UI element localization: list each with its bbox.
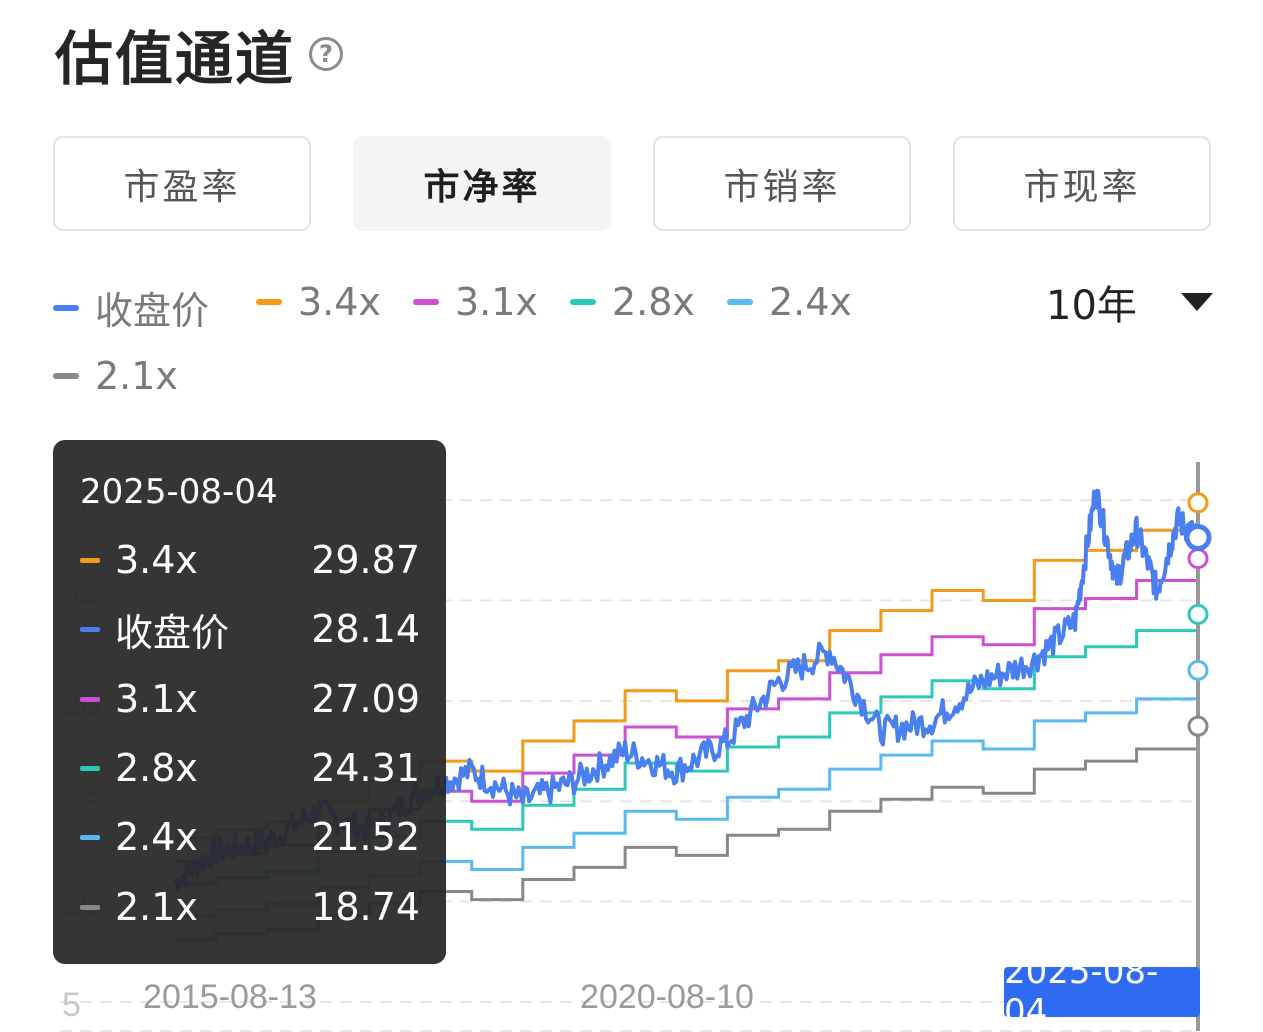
tab-pe[interactable]: 市盈率 xyxy=(53,136,311,231)
tooltip-swatch xyxy=(80,765,100,771)
tooltip-swatch xyxy=(80,696,100,702)
selected-date-badge: 2025-08-04 xyxy=(1004,952,1200,1032)
tooltip-series-value: 27.09 xyxy=(311,677,420,721)
legend-item-2-4x[interactable]: 2.4x xyxy=(727,280,852,324)
legend-item-3-1x[interactable]: 3.1x xyxy=(413,280,538,324)
tooltip-swatch xyxy=(80,904,100,910)
tab-pcf[interactable]: 市现率 xyxy=(953,136,1211,231)
legend-swatch xyxy=(570,299,596,305)
period-label: 10年 xyxy=(1046,283,1137,329)
tooltip-series-value: 29.87 xyxy=(311,538,420,582)
legend-swatch xyxy=(53,304,79,311)
tooltip-row: 收盘价 28.14 xyxy=(80,604,420,655)
end-marker xyxy=(1187,603,1209,625)
tooltip-date: 2025-08-04 xyxy=(80,472,278,512)
valuation-tabs: 市盈率 市净率 市销率 市现率 xyxy=(53,136,1212,231)
legend-item-2-8x[interactable]: 2.8x xyxy=(570,280,695,324)
chart-tooltip: 2025-08-04 3.4x 29.87 收盘价 28.14 3.1x 27.… xyxy=(53,440,446,964)
tooltip-row: 2.8x 24.31 xyxy=(80,743,420,793)
tooltip-row: 2.1x 18.74 xyxy=(80,882,420,932)
tab-pb[interactable]: 市净率 xyxy=(353,136,611,231)
tooltip-swatch xyxy=(80,626,100,632)
tooltip-series-name: 2.4x xyxy=(115,815,198,859)
legend-label: 3.1x xyxy=(455,280,538,324)
caret-down-icon xyxy=(1180,293,1213,311)
legend-item-3-4x[interactable]: 3.4x xyxy=(256,280,381,324)
legend-item-close[interactable]: 收盘价 xyxy=(53,280,209,335)
tooltip-series-value: 24.31 xyxy=(311,746,420,790)
tooltip-series-name: 3.4x xyxy=(115,538,198,582)
x-tick-label: 2015-08-13 xyxy=(143,978,317,1016)
end-marker xyxy=(1187,548,1209,570)
tooltip-series-name: 2.1x xyxy=(115,885,198,929)
legend-label: 2.1x xyxy=(95,354,178,398)
end-marker xyxy=(1187,659,1209,681)
tooltip-series-value: 28.14 xyxy=(311,607,420,651)
tooltip-series-name: 收盘价 xyxy=(115,610,230,655)
legend-label: 收盘价 xyxy=(95,289,210,333)
tooltip-row: 2.4x 21.52 xyxy=(80,812,420,862)
page-title: 估值通道 xyxy=(55,25,296,93)
end-marker xyxy=(1187,715,1209,737)
y-tick-label: 5 xyxy=(62,986,81,1024)
legend-swatch xyxy=(413,299,439,305)
legend-label: 3.4x xyxy=(298,280,381,324)
end-marker xyxy=(1187,492,1209,514)
end-marker xyxy=(1184,524,1212,552)
legend-label: 2.4x xyxy=(769,280,852,324)
tooltip-series-name: 2.8x xyxy=(115,746,198,790)
legend-item-2-1x[interactable]: 2.1x xyxy=(53,354,178,398)
tooltip-series-value: 18.74 xyxy=(311,885,420,929)
tooltip-row: 3.1x 27.09 xyxy=(80,674,420,724)
x-tick-label: 2020-08-10 xyxy=(580,978,754,1016)
tooltip-swatch xyxy=(80,557,100,563)
period-select[interactable]: 10年 xyxy=(1046,276,1213,329)
legend-swatch xyxy=(727,299,753,305)
legend-swatch xyxy=(53,373,79,379)
title-row: 估值通道 ? xyxy=(55,18,344,93)
tooltip-row: 3.4x 29.87 xyxy=(80,535,420,585)
legend-swatch xyxy=(256,299,282,305)
tooltip-swatch xyxy=(80,834,100,840)
tooltip-series-name: 3.1x xyxy=(115,677,198,721)
legend-label: 2.8x xyxy=(612,280,695,324)
help-icon[interactable]: ? xyxy=(309,37,344,71)
tab-ps[interactable]: 市销率 xyxy=(653,136,911,231)
tooltip-series-value: 21.52 xyxy=(311,815,420,859)
